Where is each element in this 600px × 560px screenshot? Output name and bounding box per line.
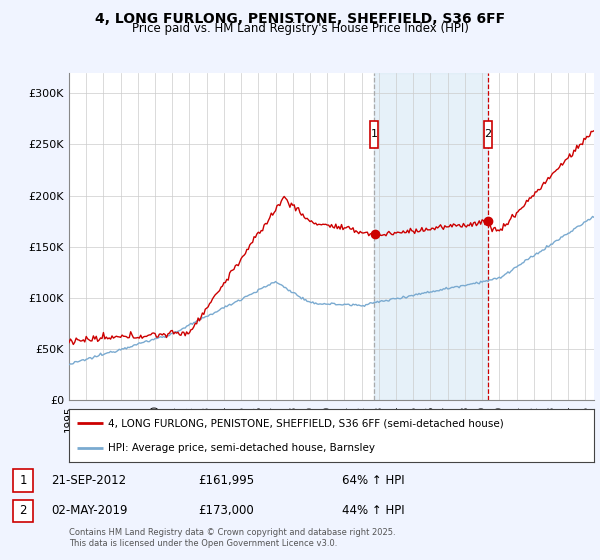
Text: £161,995: £161,995 [198, 474, 254, 487]
Text: 1: 1 [19, 474, 27, 487]
Text: 4, LONG FURLONG, PENISTONE, SHEFFIELD, S36 6FF: 4, LONG FURLONG, PENISTONE, SHEFFIELD, S… [95, 12, 505, 26]
Text: 21-SEP-2012: 21-SEP-2012 [51, 474, 126, 487]
Text: Contains HM Land Registry data © Crown copyright and database right 2025.
This d: Contains HM Land Registry data © Crown c… [69, 528, 395, 548]
Text: 02-MAY-2019: 02-MAY-2019 [51, 504, 128, 517]
Text: Price paid vs. HM Land Registry's House Price Index (HPI): Price paid vs. HM Land Registry's House … [131, 22, 469, 35]
Text: 44% ↑ HPI: 44% ↑ HPI [342, 504, 404, 517]
Text: 4, LONG FURLONG, PENISTONE, SHEFFIELD, S36 6FF (semi-detached house): 4, LONG FURLONG, PENISTONE, SHEFFIELD, S… [109, 418, 504, 428]
FancyBboxPatch shape [370, 121, 378, 147]
Text: HPI: Average price, semi-detached house, Barnsley: HPI: Average price, semi-detached house,… [109, 442, 376, 452]
Text: £173,000: £173,000 [198, 504, 254, 517]
Text: 1: 1 [371, 129, 377, 139]
FancyBboxPatch shape [484, 121, 491, 147]
Bar [374, 73, 488, 400]
Text: 2: 2 [484, 129, 491, 139]
Text: 64% ↑ HPI: 64% ↑ HPI [342, 474, 404, 487]
Text: 2: 2 [19, 504, 27, 517]
